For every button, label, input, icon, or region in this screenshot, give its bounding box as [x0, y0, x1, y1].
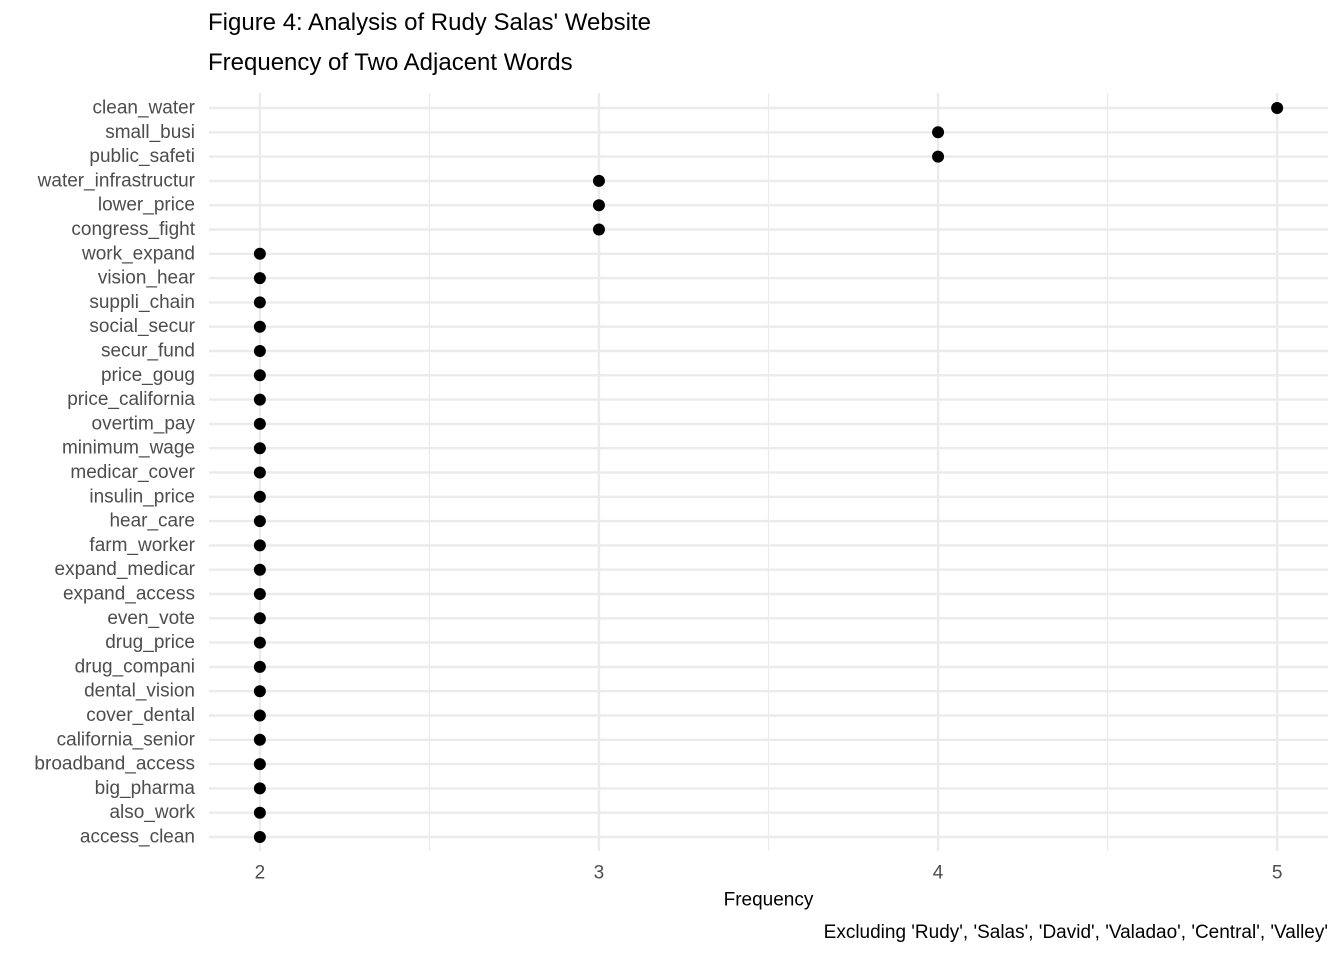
- x-tick-label: 2: [255, 863, 266, 884]
- y-tick-label: medicar_cover: [70, 462, 195, 483]
- data-point: [253, 636, 266, 649]
- data-point: [253, 539, 266, 552]
- data-point: [932, 150, 945, 163]
- x-tick-label: 5: [1272, 863, 1283, 884]
- y-tick-label: cover_dental: [86, 705, 195, 726]
- y-tick-label: access_clean: [80, 827, 195, 848]
- chart-subtitle: Frequency of Two Adjacent Words: [208, 49, 573, 76]
- y-tick-label: clean_water: [93, 98, 196, 119]
- y-tick-label: drug_price: [105, 632, 195, 653]
- data-point: [253, 563, 266, 576]
- data-point: [253, 442, 266, 455]
- y-tick-label: vision_hear: [98, 268, 196, 289]
- y-tick-label: also_work: [109, 802, 195, 823]
- data-point: [253, 320, 266, 333]
- y-tick-label: work_expand: [81, 243, 195, 264]
- y-tick-label: small_busi: [105, 122, 195, 143]
- y-tick-label: drug_compani: [75, 656, 195, 677]
- y-tick-label: price_california: [67, 389, 195, 410]
- data-point: [253, 369, 266, 382]
- y-tick-label: congress_fight: [71, 219, 195, 240]
- y-tick-label: insulin_price: [89, 486, 195, 507]
- data-point: [253, 417, 266, 430]
- y-tick-label: price_goug: [101, 365, 195, 386]
- chart-caption: Excluding 'Rudy', 'Salas', 'David', 'Val…: [823, 922, 1328, 943]
- data-point: [253, 296, 266, 309]
- data-point: [253, 466, 266, 479]
- x-tick-label: 4: [933, 863, 944, 884]
- y-tick-label: expand_access: [63, 584, 195, 605]
- y-tick-label: water_infrastructur: [37, 170, 196, 191]
- data-point: [253, 612, 266, 625]
- y-tick-label: social_secur: [89, 316, 195, 337]
- x-axis-title: Frequency: [724, 890, 814, 911]
- data-point: [253, 490, 266, 503]
- data-point: [592, 223, 605, 236]
- data-point: [253, 782, 266, 795]
- data-point: [253, 685, 266, 698]
- y-tick-label: california_senior: [57, 729, 196, 750]
- data-point: [253, 247, 266, 260]
- y-tick-label: dental_vision: [84, 681, 195, 702]
- y-tick-label: farm_worker: [89, 535, 195, 556]
- data-point: [253, 831, 266, 843]
- data-point: [253, 272, 266, 285]
- data-point: [253, 345, 266, 357]
- y-tick-label: minimum_wage: [62, 438, 195, 459]
- data-point: [253, 733, 266, 746]
- y-tick-label: suppli_chain: [89, 292, 195, 313]
- data-point: [1271, 102, 1284, 114]
- y-tick-label: even_vote: [107, 608, 195, 629]
- y-tick-label: secur_fund: [101, 341, 195, 362]
- data-point: [253, 393, 266, 406]
- y-tick-label: broadband_access: [34, 754, 195, 775]
- y-tick-label: lower_price: [98, 195, 195, 216]
- data-point: [592, 174, 605, 187]
- y-tick-label: public_safeti: [89, 146, 195, 167]
- data-point: [253, 660, 266, 673]
- y-tick-label: expand_medicar: [55, 559, 196, 580]
- data-point: [253, 709, 266, 722]
- data-point: [253, 588, 266, 600]
- y-tick-label: hear_care: [109, 511, 195, 532]
- y-tick-label: overtim_pay: [92, 413, 196, 434]
- data-point: [253, 758, 266, 771]
- chart-title: Figure 4: Analysis of Rudy Salas' Websit…: [208, 9, 652, 36]
- data-point: [932, 126, 945, 139]
- y-tick-label: big_pharma: [95, 778, 196, 799]
- data-point: [253, 515, 266, 528]
- data-point: [253, 806, 266, 819]
- x-tick-label: 3: [594, 863, 605, 884]
- data-point: [592, 199, 605, 212]
